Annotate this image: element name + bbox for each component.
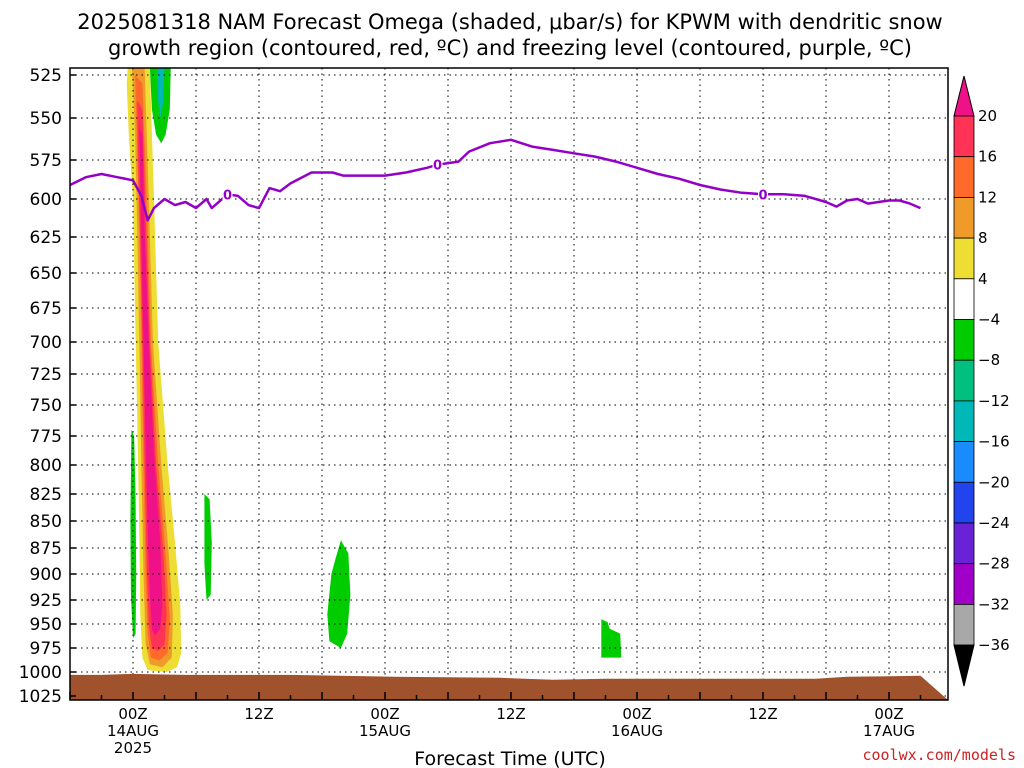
x-axis-title: Forecast Time (UTC) bbox=[414, 748, 605, 768]
colorbar-band--12-to--8 bbox=[953, 359, 975, 402]
colorbar-tick-label: −36 bbox=[978, 636, 1010, 654]
colorbar-tick-label: −12 bbox=[978, 392, 1010, 410]
colorbar-tick-label: 16 bbox=[978, 148, 997, 166]
x-tick-label: 12Z bbox=[496, 705, 525, 723]
colorbar-band--20-to--16 bbox=[953, 441, 975, 483]
y-tick-label: 1025 bbox=[19, 687, 62, 707]
colorbar-band--16-to--12 bbox=[953, 400, 975, 442]
freezing-level-label-background bbox=[758, 186, 768, 203]
y-tick-label: 800 bbox=[30, 456, 62, 476]
chart-title-line-1: 2025081318 NAM Forecast Omega (shaded, μ… bbox=[77, 10, 942, 34]
terrain-layer bbox=[70, 673, 948, 700]
colorbar-band--32-to--28 bbox=[953, 563, 975, 605]
colorbar-tick-label: 8 bbox=[978, 229, 988, 247]
colorbar-tick-label: −28 bbox=[978, 555, 1010, 573]
y-tick-label: 900 bbox=[30, 565, 62, 585]
colorbar-tick-label: −20 bbox=[978, 473, 1010, 491]
colorbar-band-8-to-12 bbox=[953, 196, 975, 239]
y-tick-label: 550 bbox=[30, 109, 62, 129]
x-tick-label: 12Z bbox=[244, 705, 273, 723]
colorbar-tick-label: 4 bbox=[978, 270, 988, 288]
colorbar-band--4-to-4 bbox=[953, 278, 975, 320]
y-tick-label: 625 bbox=[30, 228, 62, 248]
y-tick-label: 525 bbox=[30, 66, 62, 86]
x-tick-label: 00Z bbox=[622, 705, 651, 723]
colorbar-tick-label: −4 bbox=[978, 311, 1000, 329]
x-tick-label: 16AUG bbox=[611, 722, 663, 740]
y-tick-label: 675 bbox=[30, 299, 62, 319]
colorbar-tick-label: −16 bbox=[978, 433, 1010, 451]
colorbar: 20 16 12 8 4 −4 −8 −12 −16 −20 −24 −28 −32 −36 bbox=[953, 75, 1010, 687]
y-tick-label: 875 bbox=[30, 539, 62, 559]
colorbar-band-16-to-20 bbox=[953, 115, 975, 158]
x-tick-label: 00Z bbox=[370, 705, 399, 723]
y-tick-label: 950 bbox=[30, 615, 62, 635]
y-tick-label: 750 bbox=[30, 396, 62, 416]
y-tick-label: 1000 bbox=[19, 663, 62, 683]
freezing-level-label: 0 bbox=[223, 188, 232, 203]
plot-frame bbox=[69, 67, 949, 701]
colorbar-band-4-to-8 bbox=[953, 237, 975, 280]
colorbar-tick-label: 12 bbox=[978, 188, 997, 206]
freezing-level-label-background bbox=[432, 156, 443, 173]
colorbar-tick-label: 20 bbox=[978, 107, 997, 125]
freezing-level-label-background bbox=[222, 186, 233, 203]
y-tick-label: 650 bbox=[30, 264, 62, 284]
y-tick-label: 725 bbox=[30, 365, 62, 385]
y-tick-label: 600 bbox=[30, 190, 62, 210]
omega-sinking-upper-core bbox=[157, 68, 165, 118]
colorbar-band--24-to--20 bbox=[953, 481, 975, 524]
freezing-level-label: 0 bbox=[433, 159, 442, 174]
x-tick-label: 00Z bbox=[118, 705, 147, 723]
y-tick-label: 825 bbox=[30, 485, 62, 505]
plot-area: 0 0 0 bbox=[70, 68, 948, 700]
y-tick-label: 975 bbox=[30, 639, 62, 659]
y-tick-label: 850 bbox=[30, 512, 62, 532]
x-tick-label: 12Z bbox=[748, 705, 777, 723]
colorbar-tick-label: −32 bbox=[978, 595, 1010, 613]
chart-title-line-2: growth region (contoured, red, ºC) and f… bbox=[108, 36, 912, 60]
freezing-level-layer: 0 0 0 bbox=[70, 138, 921, 222]
omega-sinking-area-00z-14aug bbox=[130, 429, 137, 639]
freezing-level-label: 0 bbox=[758, 188, 767, 203]
terrain-surface bbox=[70, 673, 948, 700]
y-tick-label: 925 bbox=[30, 591, 62, 611]
colorbar-bottom-arrow bbox=[953, 644, 975, 687]
pressure-axis: 525 550 575 600 625 650 675 700 725 750 775 800 825 8… bbox=[19, 66, 76, 707]
omega-area-above-20 bbox=[139, 126, 163, 636]
omega-sinking-area-21z-14aug bbox=[327, 540, 351, 648]
x-tick-label: 15AUG bbox=[359, 722, 411, 740]
y-tick-label: 775 bbox=[30, 427, 62, 447]
omega-sinking-area-06z-14aug bbox=[204, 494, 212, 600]
colorbar-tick-label: −24 bbox=[978, 514, 1010, 532]
x-tick-label: 00Z bbox=[874, 705, 903, 723]
credit-text: coolwx.com/models bbox=[862, 746, 1016, 764]
x-tick-label: 17AUG bbox=[863, 722, 915, 740]
x-tick-label: 2025 bbox=[114, 739, 152, 757]
omega-shading bbox=[126, 68, 622, 672]
y-tick-label: 575 bbox=[30, 151, 62, 171]
colorbar-tick-label: −8 bbox=[978, 351, 1000, 369]
y-tick-label: 700 bbox=[30, 333, 62, 353]
colorbar-band--36-to--32 bbox=[953, 604, 975, 646]
colorbar-band-12-to-16 bbox=[953, 156, 975, 198]
colorbar-band--28-to--24 bbox=[953, 522, 975, 565]
colorbar-band--8-to--4 bbox=[953, 319, 975, 361]
omega-sinking-area-20z-15aug bbox=[601, 619, 622, 658]
x-tick-label: 14AUG bbox=[107, 722, 159, 740]
